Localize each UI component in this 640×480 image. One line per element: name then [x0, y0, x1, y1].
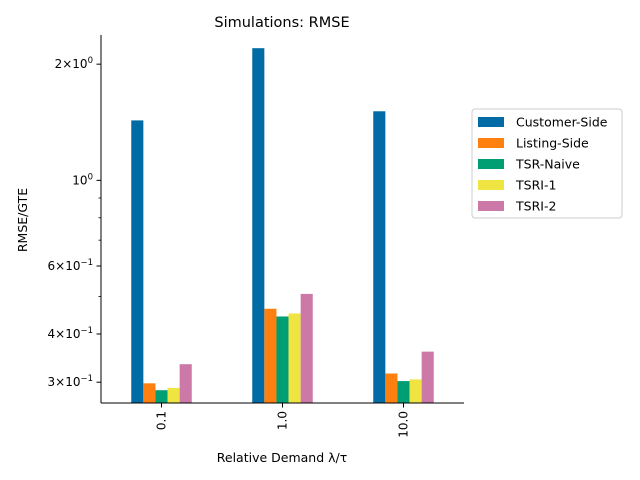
bar-tsri-1-10.0 [409, 379, 422, 403]
y-tick-label: 6×10−1 [48, 258, 94, 273]
legend-swatch [478, 159, 504, 169]
x-tick-label: 1.0 [276, 411, 290, 430]
bar-listing-side-10.0 [385, 373, 398, 403]
legend-label: Customer-Side [516, 115, 608, 130]
legend-label: TSR-Naive [515, 157, 580, 172]
legend-frame [471, 108, 623, 219]
legend-swatch [478, 201, 504, 211]
legend-swatch [478, 180, 504, 190]
bar-tsri-1-0.1 [167, 387, 180, 403]
bar-tsri-2-1.0 [300, 293, 313, 403]
bar-tsri-1-1.0 [288, 313, 301, 403]
legend-swatch [478, 138, 504, 148]
bar-tsr-naive-1.0 [276, 316, 289, 403]
bar-listing-side-0.1 [143, 383, 156, 403]
bar-tsr-naive-0.1 [155, 390, 168, 403]
bar-tsri-2-0.1 [179, 364, 192, 403]
y-tick-label: 2×100 [55, 56, 93, 71]
y-axis-label: RMSE/GTE [15, 188, 30, 252]
bar-listing-side-1.0 [264, 308, 277, 403]
bar-customer-side-0.1 [131, 120, 144, 404]
x-axis-label: Relative Demand λ/τ [217, 450, 348, 465]
legend-label: TSRI-1 [515, 178, 556, 193]
bar-tsri-2-10.0 [421, 351, 434, 403]
chart-title: Simulations: RMSE [214, 15, 349, 31]
y-tick-label: 100 [72, 172, 93, 187]
bars-group [131, 48, 434, 404]
y-tick-label: 3×10−1 [48, 374, 94, 389]
bar-tsr-naive-10.0 [397, 381, 410, 403]
legend-label: Listing-Side [516, 136, 589, 151]
y-tick-label: 4×10−1 [48, 326, 94, 341]
bar-customer-side-1.0 [252, 48, 265, 404]
legend-swatch [478, 117, 504, 127]
bar-customer-side-10.0 [373, 111, 386, 403]
x-tick-label: 0.1 [155, 411, 169, 430]
legend: Customer-Side Listing-Side TSR-Naive TSRI-1… [471, 108, 623, 219]
y-ticks-group: 3×10−1 4×10−1 6×10−1 100 2×100 [48, 56, 101, 389]
legend-label: TSRI-2 [515, 199, 556, 214]
x-ticks-group: 0.1 1.0 10.0 [155, 403, 411, 438]
x-tick-label: 10.0 [397, 411, 411, 438]
